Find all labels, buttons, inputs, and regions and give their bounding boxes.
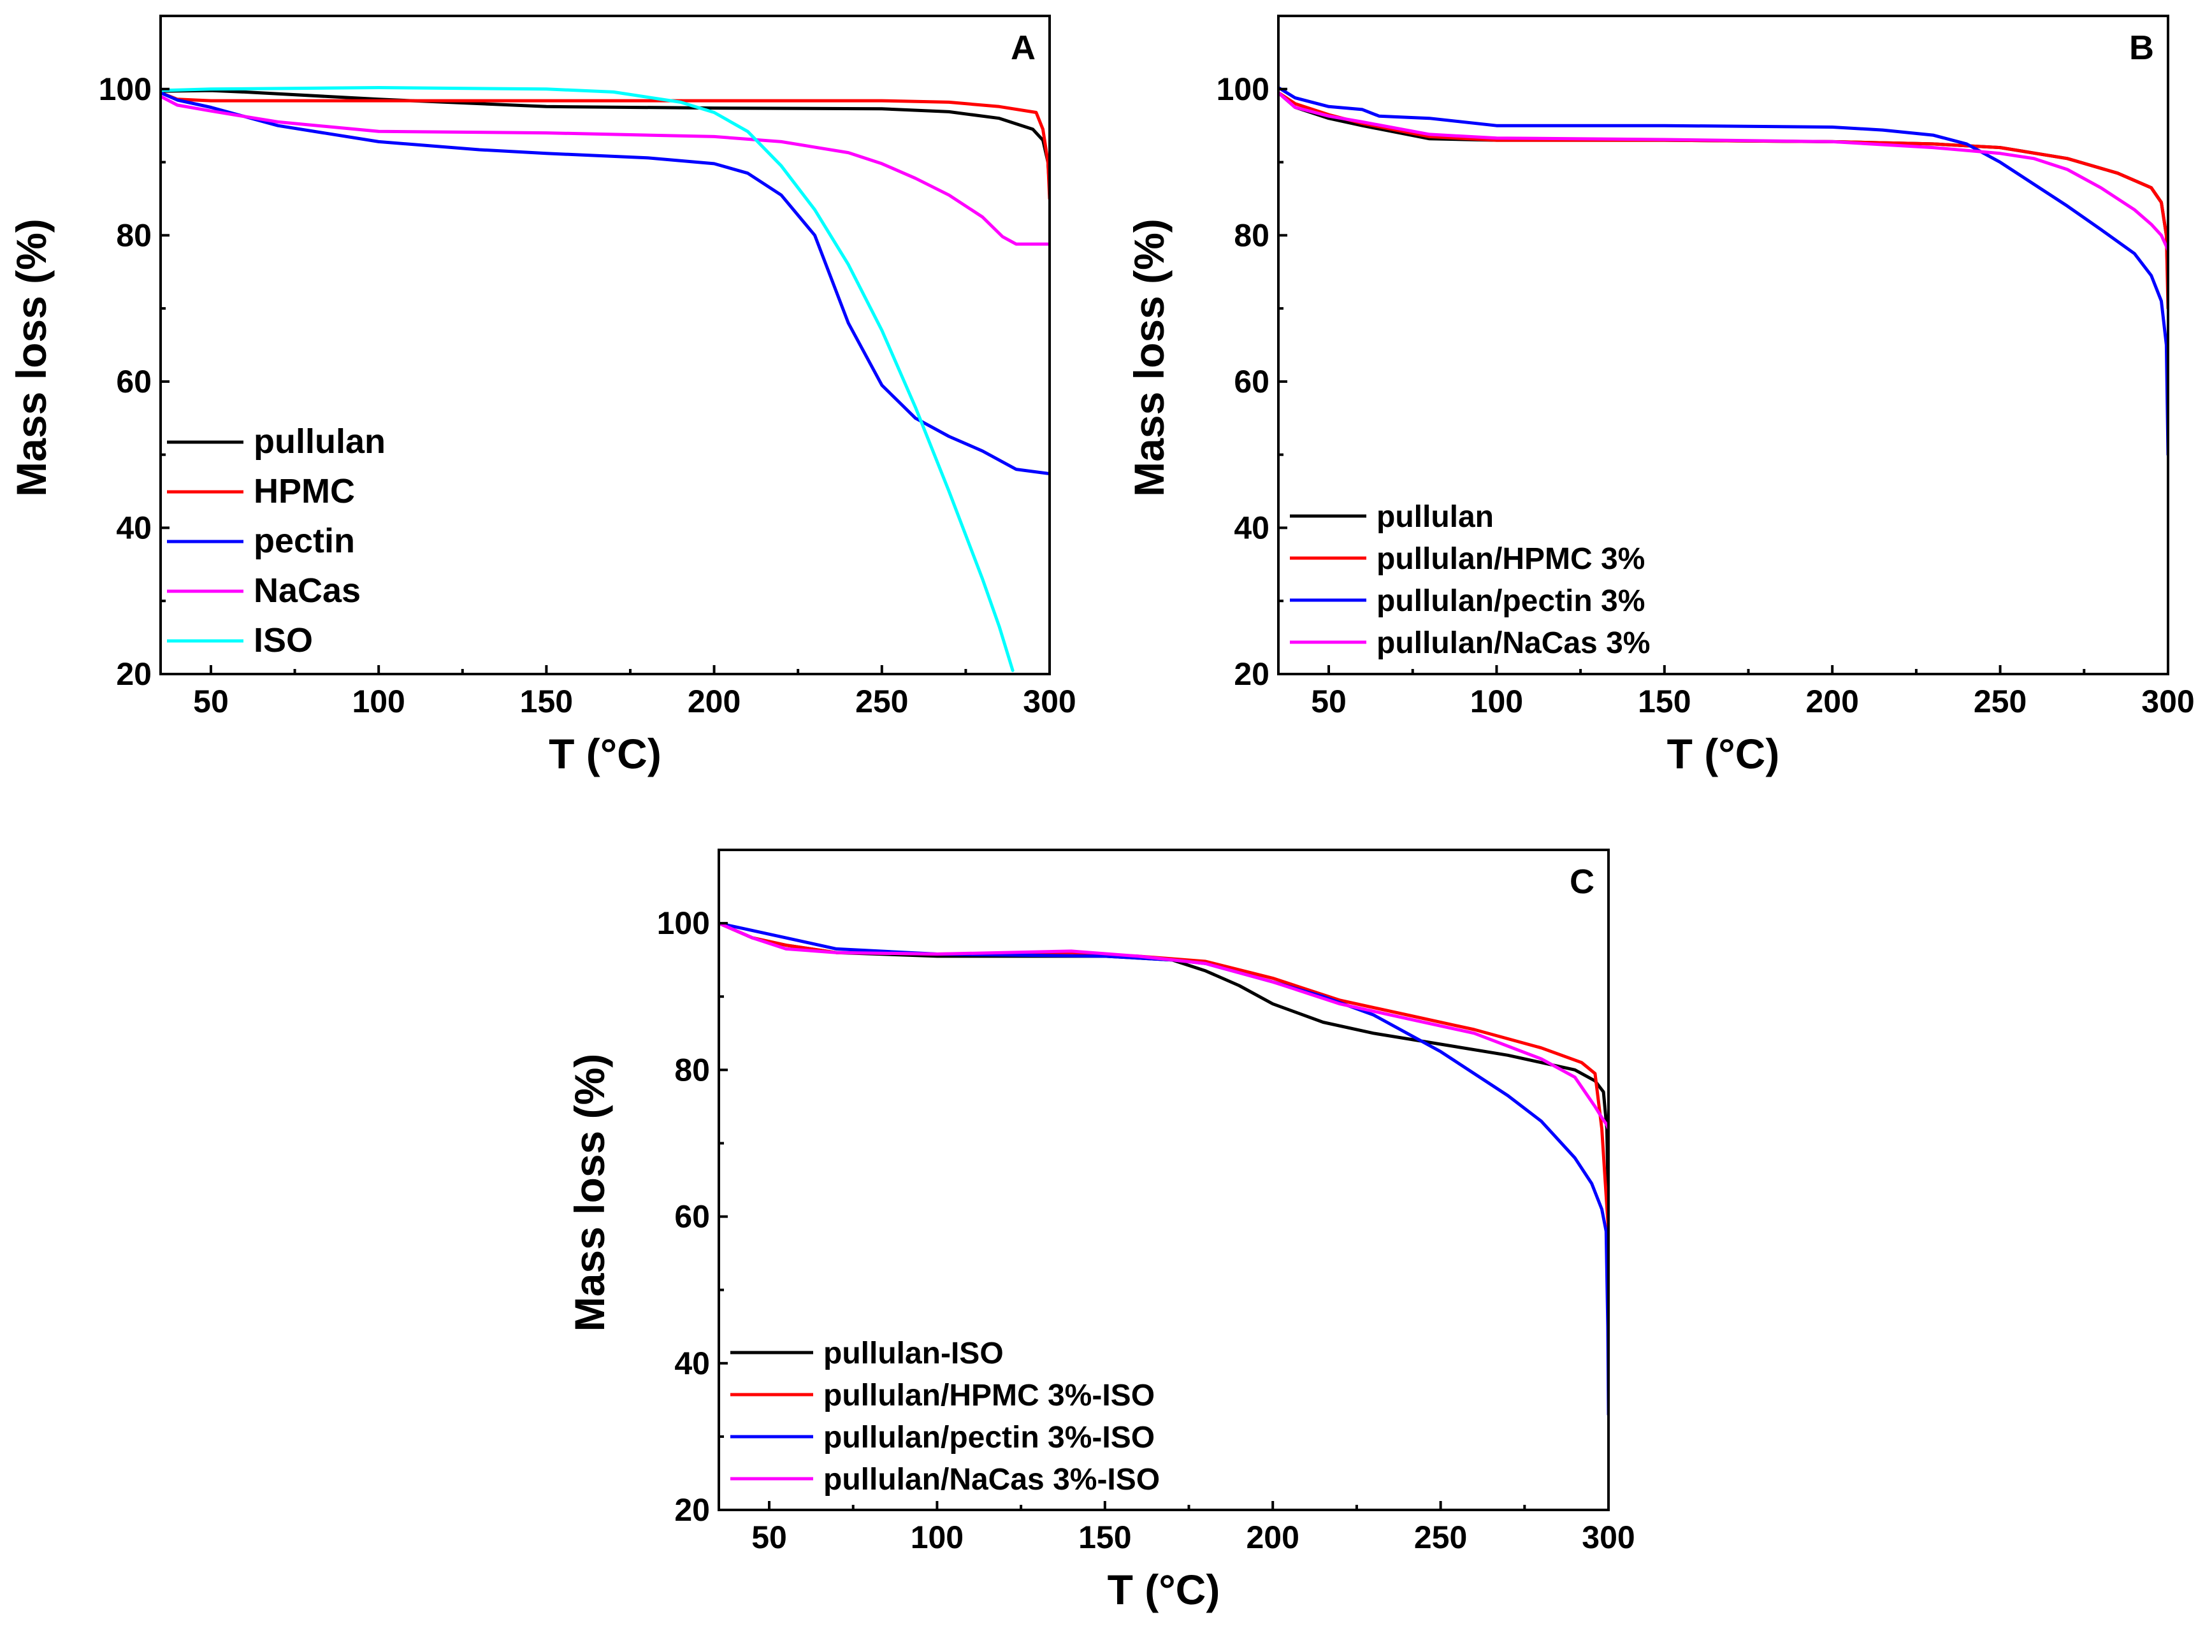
- series-line-nacas: [161, 94, 1050, 246]
- legend-label: pullulan/NaCas 3%-ISO: [823, 1463, 1160, 1497]
- panel-letter: A: [1011, 29, 1036, 67]
- series-line-iso: [161, 86, 1015, 672]
- x-tick-label: 200: [1805, 684, 1858, 719]
- y-tick-label: 40: [674, 1346, 710, 1381]
- legend-label: pectin: [254, 522, 355, 560]
- legend-label: pullulan: [254, 422, 386, 461]
- y-axis-title: Mass loss (%): [8, 219, 55, 496]
- x-tick-label: 300: [2141, 684, 2194, 719]
- legend-label: pullulan/NaCas 3%: [1377, 626, 1650, 660]
- legend-label: NaCas: [254, 571, 361, 610]
- x-tick-label: 200: [1246, 1519, 1299, 1555]
- x-tick-label: 300: [1023, 684, 1076, 719]
- x-tick-label: 200: [688, 684, 741, 719]
- y-tick-label: 80: [1234, 217, 1269, 253]
- x-tick-label: 100: [352, 684, 405, 719]
- legend-label: pullulan/HPMC 3%: [1377, 542, 1645, 576]
- panel-letter: C: [1570, 863, 1594, 901]
- y-tick-label: 60: [674, 1199, 710, 1235]
- y-tick-label: 100: [99, 71, 152, 107]
- series-line-pullulan-nacas-3-iso: [719, 921, 1608, 1130]
- series-line-hpmc: [161, 91, 1050, 201]
- series-line-pullulan-pectin-3-: [1278, 86, 2168, 457]
- legend: pullulan-ISO pullulan/HPMC 3%-ISO pullulan…: [730, 1337, 1160, 1497]
- y-tick-label: 80: [674, 1052, 710, 1088]
- x-tick-label: 50: [751, 1519, 787, 1555]
- x-tick-label: 100: [1470, 684, 1523, 719]
- y-tick-label: 20: [674, 1492, 710, 1528]
- y-tick-label: 60: [116, 364, 152, 399]
- legend-label: HPMC: [254, 472, 355, 510]
- panel-letter: B: [2129, 29, 2154, 67]
- x-tick-label: 50: [193, 684, 229, 719]
- x-tick-label: 250: [855, 684, 908, 719]
- x-tick-label: 100: [911, 1519, 964, 1555]
- x-axis-title: T (°C): [1667, 730, 1780, 777]
- series-line-pullulan-nacas-3-: [1278, 91, 2168, 252]
- x-tick-label: 150: [1638, 684, 1691, 719]
- legend-label: pullulan/HPMC 3%-ISO: [823, 1379, 1155, 1412]
- y-tick-label: 100: [657, 905, 710, 941]
- legend-label: pullulan/pectin 3%: [1377, 584, 1645, 618]
- y-axis-title: Mass loss (%): [566, 1054, 613, 1332]
- legend-label: pullulan/pectin 3%-ISO: [823, 1421, 1155, 1454]
- y-axis-title: Mass loss (%): [1125, 219, 1173, 496]
- series-line-pullulan: [161, 89, 1050, 193]
- series-group: [1278, 86, 2168, 457]
- legend-label: ISO: [254, 621, 313, 659]
- x-tick-label: 50: [1311, 684, 1347, 719]
- series-group: [161, 86, 1050, 672]
- y-tick-label: 80: [116, 217, 152, 253]
- x-tick-label: 300: [1582, 1519, 1635, 1555]
- x-tick-label: 250: [1974, 684, 2027, 719]
- plot-frame: [159, 15, 1051, 675]
- series-line-pectin: [161, 91, 1050, 475]
- legend-label: pullulan: [1377, 500, 1494, 534]
- y-tick-label: 40: [116, 510, 152, 545]
- plot-frame: [718, 849, 1610, 1511]
- y-tick-label: 20: [1234, 656, 1269, 692]
- x-tick-label: 250: [1414, 1519, 1467, 1555]
- chart-panel-a: 50 100 150 200 250 300 20 40 60 80 100 T (°C) Mass l…: [8, 15, 1076, 777]
- legend: pullulan HPMC pectin NaCas ISO: [167, 422, 386, 659]
- y-tick-label: 40: [1234, 510, 1269, 545]
- series-line-pullulan-pectin-3-iso: [719, 921, 1608, 1416]
- chart-panel-c: 50 100 150 200 250 300 20 40 60 80 100 T (°C) Mass l…: [566, 849, 1635, 1613]
- y-tick-label: 60: [1234, 364, 1269, 399]
- legend: pullulan pullulan/HPMC 3% pullulan/pectin …: [1290, 500, 1650, 660]
- y-tick-label: 20: [116, 656, 152, 692]
- x-tick-label: 150: [520, 684, 573, 719]
- y-tick-label: 100: [1217, 71, 1269, 107]
- series-group: [719, 921, 1608, 1416]
- x-axis-title: T (°C): [1108, 1566, 1220, 1613]
- x-tick-label: 150: [1078, 1519, 1131, 1555]
- plot-frame: [1277, 15, 2169, 675]
- x-axis-title: T (°C): [549, 730, 661, 777]
- legend-label: pullulan-ISO: [823, 1337, 1004, 1370]
- chart-panel-b: 50 100 150 200 250 300 20 40 60 80 100 T (°C) Mass l…: [1125, 15, 2195, 777]
